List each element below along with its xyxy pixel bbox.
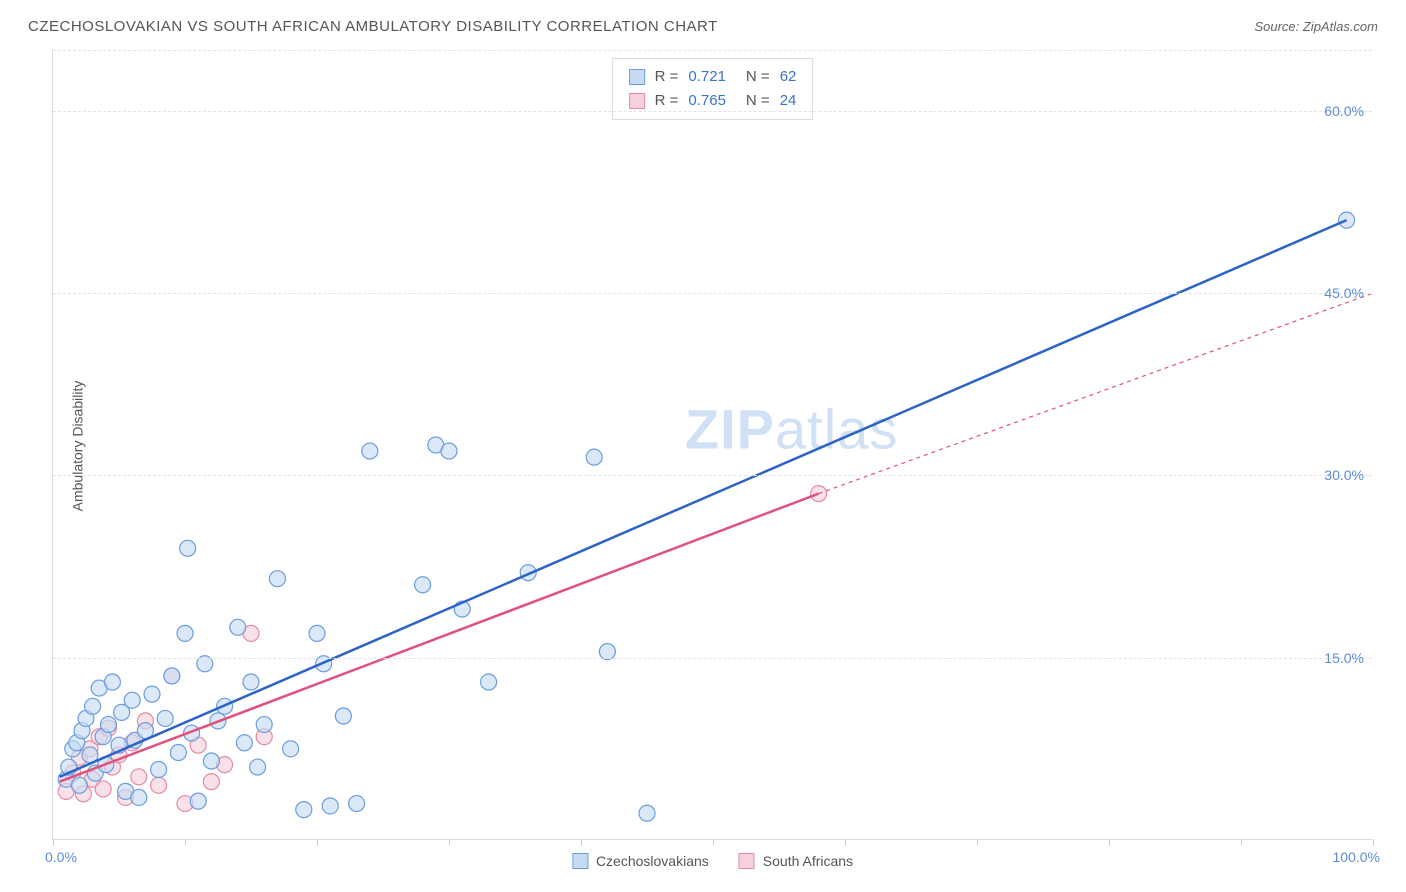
data-point	[441, 443, 457, 459]
data-point	[124, 692, 140, 708]
chart-header: CZECHOSLOVAKIAN VS SOUTH AFRICAN AMBULAT…	[28, 18, 1378, 35]
data-point	[322, 798, 338, 814]
data-point	[203, 753, 219, 769]
data-point	[131, 769, 147, 785]
x-tick	[317, 839, 318, 845]
data-point	[362, 443, 378, 459]
legend-label: South Africans	[763, 853, 853, 869]
data-point	[157, 710, 173, 726]
x-tick	[1373, 839, 1374, 845]
data-point	[296, 802, 312, 818]
data-point	[85, 698, 101, 714]
x-tick	[53, 839, 54, 845]
data-point	[100, 717, 116, 733]
gridline	[53, 50, 1372, 51]
data-point	[170, 744, 186, 760]
data-point	[131, 789, 147, 805]
gridline	[53, 475, 1372, 476]
data-point	[236, 735, 252, 751]
y-tick-label: 60.0%	[1324, 103, 1364, 119]
data-point	[250, 759, 266, 775]
x-tick	[845, 839, 846, 845]
gridline	[53, 111, 1372, 112]
x-tick	[581, 839, 582, 845]
x-tick	[713, 839, 714, 845]
data-point	[180, 540, 196, 556]
stat-r-label: R =	[655, 89, 679, 113]
data-point	[283, 741, 299, 757]
stat-r-label: R =	[655, 65, 679, 89]
data-point	[349, 796, 365, 812]
data-point	[164, 668, 180, 684]
data-point	[104, 674, 120, 690]
data-point	[639, 805, 655, 821]
data-point	[335, 708, 351, 724]
x-tick	[977, 839, 978, 845]
data-point	[144, 686, 160, 702]
legend-swatch	[629, 93, 645, 109]
legend-swatch	[629, 69, 645, 85]
stat-r-value: 0.765	[688, 89, 726, 113]
x-tick	[449, 839, 450, 845]
y-tick-label: 45.0%	[1324, 285, 1364, 301]
x-axis-max-label: 100.0%	[1333, 849, 1380, 865]
legend-label: Czechoslovakians	[596, 853, 709, 869]
scatter-plot-svg	[53, 50, 1372, 839]
legend-item: Czechoslovakians	[572, 853, 709, 869]
stat-n-value: 24	[780, 89, 797, 113]
data-point	[151, 762, 167, 778]
stat-n-label: N =	[746, 65, 770, 89]
gridline	[53, 658, 1372, 659]
data-point	[243, 674, 259, 690]
legend-item: South Africans	[739, 853, 853, 869]
data-point	[309, 625, 325, 641]
data-point	[151, 777, 167, 793]
data-point	[95, 781, 111, 797]
gridline	[53, 293, 1372, 294]
legend-swatch	[739, 853, 755, 869]
trend-line	[60, 220, 1347, 777]
stat-n-label: N =	[746, 89, 770, 113]
x-tick	[1241, 839, 1242, 845]
chart-title: CZECHOSLOVAKIAN VS SOUTH AFRICAN AMBULAT…	[28, 18, 718, 35]
stats-row: R = 0.765 N = 24	[629, 89, 797, 113]
data-point	[177, 625, 193, 641]
y-tick-label: 15.0%	[1324, 650, 1364, 666]
y-tick-label: 30.0%	[1324, 467, 1364, 483]
legend-swatch	[572, 853, 588, 869]
data-point	[190, 793, 206, 809]
data-point	[230, 619, 246, 635]
chart-area: ZIPatlas R =0.721N =62R =0.765N =24 Czec…	[52, 50, 1372, 840]
data-point	[586, 449, 602, 465]
x-axis-min-label: 0.0%	[45, 849, 77, 865]
trend-line	[60, 494, 819, 782]
source-name: ZipAtlas.com	[1303, 19, 1378, 34]
bottom-legend: Czechoslovakians South Africans	[572, 853, 853, 869]
data-point	[256, 717, 272, 733]
source-prefix: Source:	[1254, 19, 1302, 34]
data-point	[71, 777, 87, 793]
data-point	[415, 577, 431, 593]
stat-n-value: 62	[780, 65, 797, 89]
source-credit: Source: ZipAtlas.com	[1254, 19, 1378, 34]
x-tick	[185, 839, 186, 845]
trend-line	[819, 293, 1373, 494]
data-point	[269, 571, 285, 587]
stats-row: R = 0.721 N = 62	[629, 65, 797, 89]
data-point	[203, 774, 219, 790]
data-point	[481, 674, 497, 690]
stat-r-value: 0.721	[688, 65, 726, 89]
x-tick	[1109, 839, 1110, 845]
